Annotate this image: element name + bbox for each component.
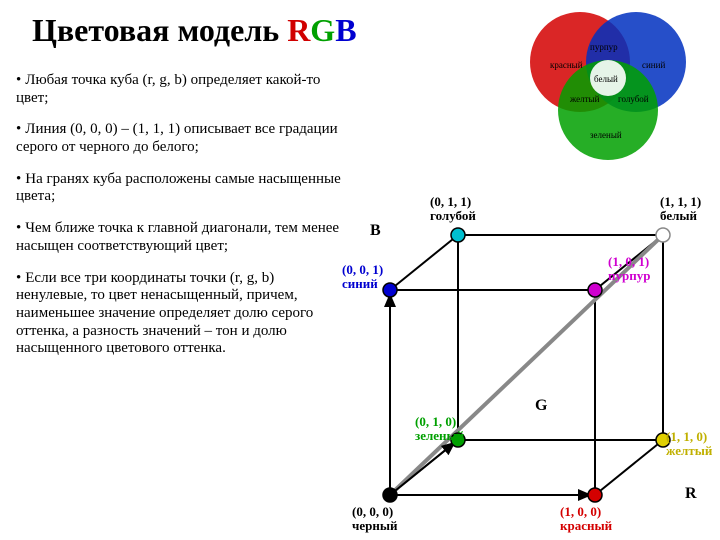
bullet-item: Если все три координаты точки (r, g, b) … xyxy=(16,270,346,358)
svg-text:B: B xyxy=(370,222,381,239)
svg-text:голубой: голубой xyxy=(618,94,649,104)
rgb-cube-diagram: BGR (0, 0, 0)черный(1, 0, 0)красный(0, 0… xyxy=(360,215,710,530)
page-title: Цветовая модель RGB xyxy=(32,12,357,49)
svg-text:белый: белый xyxy=(594,74,618,84)
bullet-item: На гранях куба расположены самые насыщен… xyxy=(16,171,346,206)
svg-text:R: R xyxy=(685,485,697,502)
title-prefix: Цветовая модель xyxy=(32,12,287,48)
venn-diagram: красный синий зеленый пурпур белый желтый голу… xyxy=(520,10,700,170)
cube-vertex-label: (0, 1, 1)голубой xyxy=(430,195,476,222)
svg-text:пурпур: пурпур xyxy=(590,42,618,52)
cube-vertex-label: (1, 1, 0)желтый xyxy=(666,430,712,457)
bullet-list: Любая точка куба (r, g, b) определяет ка… xyxy=(16,72,346,372)
cube-vertex-label: (1, 1, 1)белый xyxy=(660,195,701,222)
bullet-item: Любая точка куба (r, g, b) определяет ка… xyxy=(16,72,346,107)
bullet-item: Чем ближе точка к главной диагонали, тем… xyxy=(16,220,346,255)
bullet-item: Линия (0, 0, 0) – (1, 1, 1) описывает вс… xyxy=(16,121,346,156)
title-r: R xyxy=(287,12,310,48)
svg-text:синий: синий xyxy=(642,60,665,70)
svg-text:G: G xyxy=(535,397,548,414)
cube-vertex-label: (1, 0, 0)красный xyxy=(560,505,612,532)
cube-vertex-label: (0, 0, 1)синий xyxy=(342,263,383,290)
title-b: B xyxy=(335,12,356,48)
svg-text:желтый: желтый xyxy=(569,94,600,104)
cube-vertex-label: (1, 0, 1)пурпур xyxy=(608,255,650,282)
svg-text:зеленый: зеленый xyxy=(590,130,622,140)
cube-vertex-label: (0, 0, 0)черный xyxy=(352,505,397,532)
svg-text:красный: красный xyxy=(550,60,583,70)
cube-vertex-label: (0, 1, 0)зеленый xyxy=(415,415,464,442)
title-g: G xyxy=(310,12,335,48)
